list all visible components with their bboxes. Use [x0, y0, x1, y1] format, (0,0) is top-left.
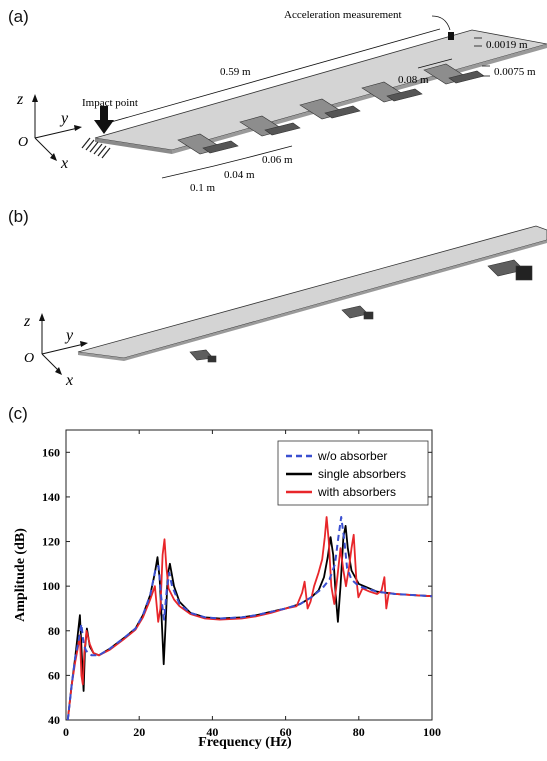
axis-origin-a: O: [18, 135, 28, 150]
panel-label-a: (a): [8, 7, 29, 26]
axes-triad-a: [34, 98, 79, 159]
series-lines: [66, 516, 432, 720]
beam-edge-a: [172, 44, 547, 154]
axes-triad-b: [41, 317, 85, 373]
axis-label-x-b: x: [65, 372, 73, 389]
axes-arrowheads-a: [32, 94, 82, 161]
label-absorber-thickness: 0.0075 m: [494, 66, 536, 78]
axis-ticks: [65, 430, 433, 721]
x-tick-label: 80: [353, 725, 365, 739]
beam-plate-a: [94, 29, 547, 151]
y-tick-label: 60: [48, 668, 60, 682]
label-length: 0.59 m: [220, 66, 251, 78]
axis-label-x-a: x: [60, 155, 68, 172]
x-tick-label: 40: [206, 725, 218, 739]
figure-c-chart: 40 60 80 100 120 140 160 0 20 40 60 80 100 Frequenc…: [13, 429, 441, 750]
label-spacing-a: 0.08 m: [398, 74, 429, 86]
x-axis-label: Frequency (Hz): [198, 735, 292, 750]
x-tick-label: 0: [63, 725, 69, 739]
y-tick-label: 100: [42, 579, 60, 593]
label-acceleration: Acceleration measurement: [284, 9, 402, 21]
series-line-w-o-absorber: [66, 516, 432, 720]
accelerometer-sensor: [448, 32, 454, 40]
label-spacing-b: 0.06 m: [262, 154, 293, 166]
y-tick-label: 80: [48, 624, 60, 638]
absorber-group-b: [189, 259, 533, 363]
axis-label-y-a: y: [59, 110, 69, 127]
label-thickness: 0.0019 m: [486, 39, 528, 51]
label-impact: Impact point: [82, 97, 138, 109]
y-tick-label: 160: [42, 445, 60, 459]
panel-label-b: (b): [8, 207, 29, 226]
axis-label-z-a: z: [16, 91, 24, 108]
x-tick-label: 20: [133, 725, 145, 739]
length-dimension-line: [103, 28, 441, 125]
absorber-group-a: [177, 63, 485, 155]
y-tick-label: 140: [42, 490, 60, 504]
panel-label-c: (c): [8, 404, 28, 423]
x-tick-labels: 0 20 40 60 80 100: [63, 725, 441, 739]
label-spacing-d: 0.1 m: [190, 182, 216, 194]
impact-arrow: [94, 106, 114, 134]
label-spacing-c: 0.04 m: [224, 169, 255, 181]
fixed-support-hatch: [81, 137, 111, 159]
figure-a-diagram: Acceleration measurement Impact point 0.…: [16, 9, 547, 194]
legend: w/o absorber single absorbers with absor…: [277, 440, 429, 506]
legend-label-with-absorbers: with absorbers: [317, 485, 396, 499]
legend-label-single-absorbers: single absorbers: [318, 467, 406, 481]
axis-origin-b: O: [24, 351, 34, 366]
y-tick-labels: 40 60 80 100 120 140 160: [42, 445, 60, 727]
axes-arrowheads-b: [39, 313, 88, 375]
beam-plate-b: [77, 225, 547, 359]
axis-label-z-b: z: [23, 313, 31, 330]
y-tick-label: 120: [42, 535, 60, 549]
legend-label-wo-absorber: w/o absorber: [317, 449, 387, 463]
y-tick-label: 40: [48, 713, 60, 727]
axis-label-y-b: y: [64, 327, 74, 344]
x-tick-label: 60: [280, 725, 292, 739]
x-tick-label: 100: [423, 725, 441, 739]
y-axis-label: Amplitude (dB): [13, 528, 28, 622]
figure-b-diagram: z y x O: [23, 225, 547, 389]
acceleration-leader: [431, 15, 451, 31]
